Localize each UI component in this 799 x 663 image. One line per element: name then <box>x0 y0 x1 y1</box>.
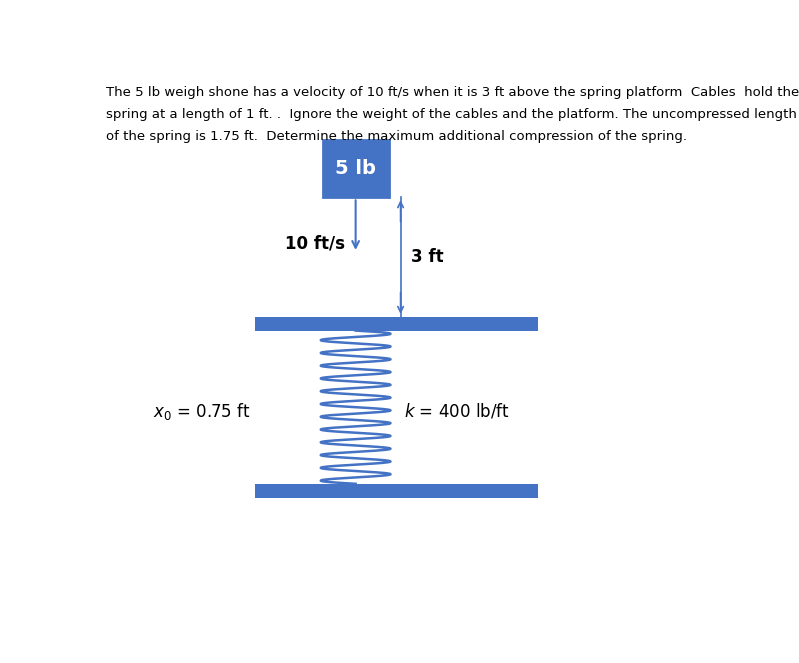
Text: of the spring is 1.75 ft.  Determine the maximum additional compression of the s: of the spring is 1.75 ft. Determine the … <box>106 129 687 143</box>
Text: 5 lb: 5 lb <box>336 159 376 178</box>
Bar <box>255 317 538 331</box>
Bar <box>323 140 388 198</box>
Bar <box>255 484 538 498</box>
Text: spring at a length of 1 ft. .  Ignore the weight of the cables and the platform.: spring at a length of 1 ft. . Ignore the… <box>106 107 797 121</box>
Text: 3 ft: 3 ft <box>411 248 443 266</box>
Text: 10 ft/s: 10 ft/s <box>285 235 345 253</box>
Text: $x_0$ = 0.75 ft: $x_0$ = 0.75 ft <box>153 400 251 422</box>
Text: The 5 lb weigh shone has a velocity of 10 ft/s when it is 3 ft above the spring : The 5 lb weigh shone has a velocity of 1… <box>106 86 799 99</box>
Text: $k$ = 400 lb/ft: $k$ = 400 lb/ft <box>404 402 511 420</box>
